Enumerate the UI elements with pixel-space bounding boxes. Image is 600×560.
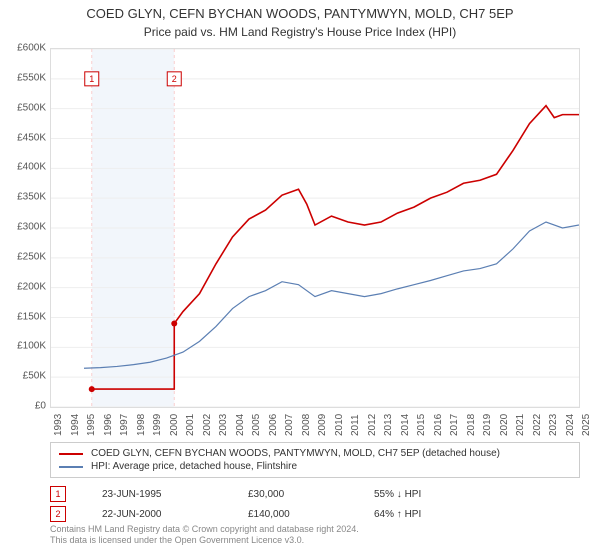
x-tick-label: 1996 [103,414,114,436]
x-tick-label: 1993 [53,414,64,436]
x-tick-label: 1994 [70,414,81,436]
x-tick-label: 2021 [515,414,526,436]
x-tick-label: 2001 [185,414,196,436]
x-tick-label: 2024 [565,414,576,436]
x-tick-label: 1998 [136,414,147,436]
footnote-line-2: This data is licensed under the Open Gov… [50,535,580,546]
y-tick-label: £500K [4,102,46,113]
x-tick-label: 2020 [499,414,510,436]
x-tick-label: 2013 [383,414,394,436]
x-tick-label: 2025 [581,414,592,436]
x-tick-label: 2018 [466,414,477,436]
y-tick-label: £350K [4,192,46,203]
y-tick-label: £0 [4,401,46,412]
x-tick-label: 2004 [235,414,246,436]
marker-badge: 1 [50,486,66,502]
footnote: Contains HM Land Registry data © Crown c… [50,524,580,547]
chart-container: COED GLYN, CEFN BYCHAN WOODS, PANTYMWYN,… [0,0,600,560]
x-tick-label: 2010 [334,414,345,436]
footnote-line-1: Contains HM Land Registry data © Crown c… [50,524,580,535]
x-tick-label: 2019 [482,414,493,436]
y-tick-label: £600K [4,43,46,54]
legend-label: COED GLYN, CEFN BYCHAN WOODS, PANTYMWYN,… [91,448,500,459]
marker-delta: 55% ↓ HPI [374,489,421,500]
x-tick-label: 2007 [284,414,295,436]
marker-row: 2 22-JUN-2000 £140,000 64% ↑ HPI [50,504,580,524]
legend-item: COED GLYN, CEFN BYCHAN WOODS, PANTYMWYN,… [59,447,571,460]
x-tick-label: 2005 [251,414,262,436]
svg-text:1: 1 [89,74,94,84]
marker-delta: 64% ↑ HPI [374,509,421,520]
x-tick-label: 2008 [301,414,312,436]
chart-title: COED GLYN, CEFN BYCHAN WOODS, PANTYMWYN,… [0,0,600,23]
legend-item: HPI: Average price, detached house, Flin… [59,460,571,473]
marker-table: 1 23-JUN-1995 £30,000 55% ↓ HPI 2 22-JUN-2000… [50,484,580,524]
marker-badge: 2 [50,506,66,522]
marker-price: £140,000 [248,509,338,520]
legend: COED GLYN, CEFN BYCHAN WOODS, PANTYMWYN,… [50,442,580,478]
x-tick-label: 2006 [268,414,279,436]
y-tick-label: £400K [4,162,46,173]
x-tick-label: 1997 [119,414,130,436]
y-tick-label: £100K [4,341,46,352]
y-tick-label: £150K [4,311,46,322]
legend-label: HPI: Average price, detached house, Flin… [91,461,297,472]
marker-row: 1 23-JUN-1995 £30,000 55% ↓ HPI [50,484,580,504]
y-tick-label: £550K [4,72,46,83]
y-tick-label: £50K [4,371,46,382]
plot-svg: 12 [51,49,579,407]
x-tick-label: 2016 [433,414,444,436]
legend-swatch [59,453,83,455]
x-tick-label: 2000 [169,414,180,436]
x-tick-label: 2017 [449,414,460,436]
plot-area: 12 [50,48,580,408]
svg-text:2: 2 [172,74,177,84]
chart-subtitle: Price paid vs. HM Land Registry's House … [0,23,600,39]
marker-date: 22-JUN-2000 [102,509,212,520]
marker-price: £30,000 [248,489,338,500]
x-tick-label: 2014 [400,414,411,436]
x-tick-label: 2011 [350,414,361,436]
legend-swatch [59,466,83,468]
marker-date: 23-JUN-1995 [102,489,212,500]
x-tick-label: 2012 [367,414,378,436]
y-tick-label: £250K [4,251,46,262]
x-tick-label: 2009 [317,414,328,436]
y-tick-label: £450K [4,132,46,143]
x-tick-label: 2023 [548,414,559,436]
x-tick-label: 2015 [416,414,427,436]
y-tick-label: £300K [4,222,46,233]
y-tick-label: £200K [4,281,46,292]
x-tick-label: 1995 [86,414,97,436]
x-tick-label: 2003 [218,414,229,436]
x-tick-label: 2022 [532,414,543,436]
x-tick-label: 2002 [202,414,213,436]
x-tick-label: 1999 [152,414,163,436]
